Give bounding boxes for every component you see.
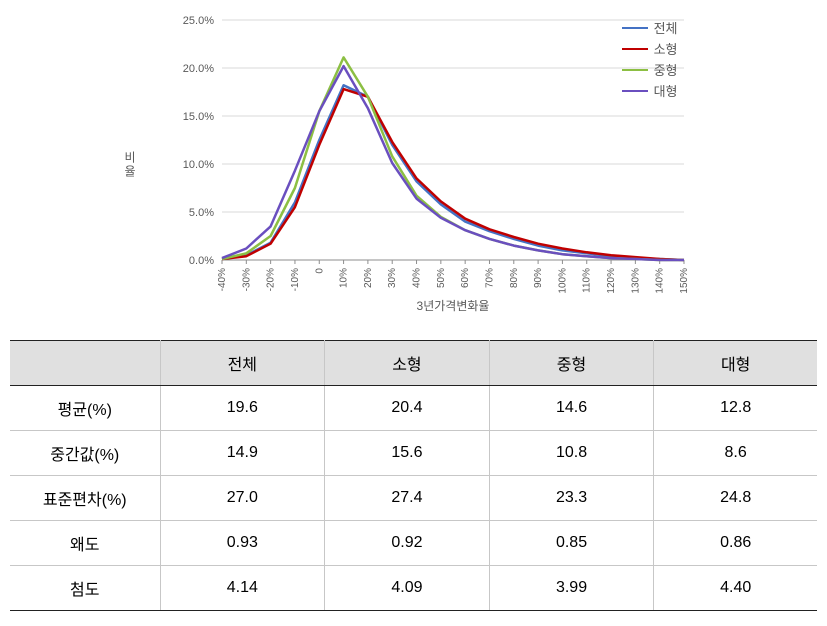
- table-cell: 8.6: [654, 431, 817, 476]
- legend-label: 대형: [654, 81, 678, 100]
- table-row: 왜도0.930.920.850.86: [10, 521, 817, 566]
- legend-swatch: [622, 27, 648, 29]
- x-tick-label: 110%: [581, 268, 592, 293]
- y-tick-label: 0.0%: [188, 255, 213, 267]
- legend-swatch: [622, 90, 648, 92]
- table-cell: 19.6: [160, 386, 325, 431]
- chart-legend: 전체소형중형대형: [622, 18, 678, 102]
- table-header-cell: 소형: [325, 341, 490, 386]
- x-tick-label: 10%: [338, 268, 349, 288]
- row-label: 표준편차(%): [10, 476, 160, 521]
- x-tick-label: -40%: [217, 268, 228, 291]
- legend-swatch: [622, 48, 648, 50]
- table-cell: 20.4: [325, 386, 490, 431]
- table-cell: 4.14: [160, 566, 325, 611]
- table-cell: 24.8: [654, 476, 817, 521]
- x-tick-label: 80%: [508, 268, 519, 288]
- y-tick-label: 20.0%: [182, 63, 213, 75]
- row-label: 왜도: [10, 521, 160, 566]
- series-line: [222, 85, 684, 260]
- legend-item: 중형: [622, 60, 678, 79]
- table-cell: 4.40: [654, 566, 817, 611]
- table-row: 표준편차(%)27.027.423.324.8: [10, 476, 817, 521]
- legend-label: 중형: [654, 60, 678, 79]
- x-tick-label: 30%: [387, 268, 398, 288]
- table-header-cell: 대형: [654, 341, 817, 386]
- y-axis-title: 비율: [122, 151, 139, 179]
- x-tick-label: 150%: [679, 268, 690, 294]
- table-row: 중간값(%)14.915.610.88.6: [10, 431, 817, 476]
- legend-swatch: [622, 69, 648, 71]
- distribution-chart: 비율 0.0%5.0%10.0%15.0%20.0%25.0%-40%-30%-…: [134, 10, 694, 320]
- y-tick-label: 10.0%: [182, 159, 213, 171]
- table-header-cell: 전체: [160, 341, 325, 386]
- table-cell: 3.99: [489, 566, 654, 611]
- table-cell: 27.0: [160, 476, 325, 521]
- table-cell: 0.93: [160, 521, 325, 566]
- x-tick-label: 0: [314, 268, 325, 274]
- x-tick-label: 140%: [654, 268, 665, 294]
- table-cell: 23.3: [489, 476, 654, 521]
- x-tick-label: 50%: [435, 268, 446, 288]
- y-tick-label: 15.0%: [182, 111, 213, 123]
- table-cell: 10.8: [489, 431, 654, 476]
- series-line: [222, 66, 684, 260]
- legend-item: 소형: [622, 39, 678, 58]
- x-tick-label: 70%: [484, 268, 495, 288]
- table-cell: 0.92: [325, 521, 490, 566]
- x-tick-label: 130%: [630, 268, 641, 294]
- x-tick-label: 40%: [411, 268, 422, 288]
- y-tick-label: 5.0%: [188, 207, 213, 219]
- series-line: [222, 89, 684, 260]
- table-cell: 4.09: [325, 566, 490, 611]
- chart-canvas: 0.0% 5.0% 10.0% 15.0% 20.0% 25.0% -40% -30% -20%…: [134, 10, 694, 320]
- x-tick-label: -10%: [289, 268, 300, 291]
- table-cell: 14.9: [160, 431, 325, 476]
- table-cell: 0.86: [654, 521, 817, 566]
- table-cell: 0.85: [489, 521, 654, 566]
- row-label: 중간값(%): [10, 431, 160, 476]
- x-tick-label: 100%: [557, 268, 568, 294]
- y-tick-label: 25.0%: [182, 15, 213, 27]
- table-row: 평균(%)19.620.414.612.8: [10, 386, 817, 431]
- x-tick-label: 60%: [460, 268, 471, 288]
- x-tick-label: 20%: [362, 268, 373, 288]
- row-label: 첨도: [10, 566, 160, 611]
- table-header-cell: 중형: [489, 341, 654, 386]
- statistics-table: 전체소형중형대형 평균(%)19.620.414.612.8중간값(%)14.9…: [10, 340, 817, 611]
- legend-label: 소형: [654, 39, 678, 58]
- legend-item: 전체: [622, 18, 678, 37]
- x-tick-label: 90%: [533, 268, 544, 288]
- legend-label: 전체: [654, 18, 678, 37]
- series-line: [222, 57, 684, 260]
- x-tick-label: 120%: [606, 268, 617, 294]
- x-tick-label: -30%: [241, 268, 252, 291]
- table-cell: 12.8: [654, 386, 817, 431]
- x-axis-title: 3년가격변화율: [416, 299, 489, 313]
- table-cell: 27.4: [325, 476, 490, 521]
- table-cell: 15.6: [325, 431, 490, 476]
- table-header-cell: [10, 341, 160, 386]
- x-tick-label: -20%: [265, 268, 276, 291]
- table-cell: 14.6: [489, 386, 654, 431]
- table-row: 첨도4.144.093.994.40: [10, 566, 817, 611]
- legend-item: 대형: [622, 81, 678, 100]
- row-label: 평균(%): [10, 386, 160, 431]
